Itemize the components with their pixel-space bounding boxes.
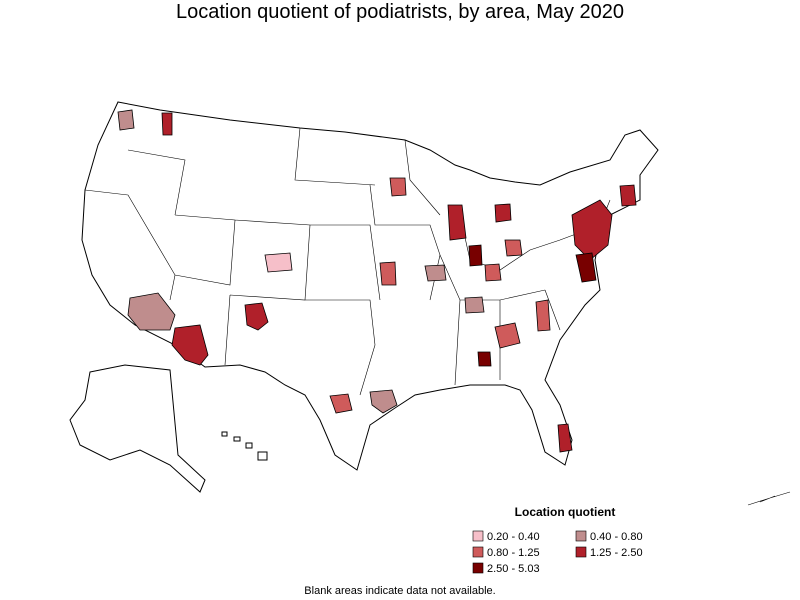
metro-area: [425, 265, 446, 281]
legend-label: 0.20 - 0.40: [487, 531, 540, 543]
alaska: [70, 365, 205, 492]
metro-area: [536, 300, 550, 331]
metro-area: [620, 185, 636, 206]
territory: [748, 492, 790, 505]
legend-label: 0.40 - 0.80: [590, 531, 643, 543]
legend-label: 0.80 - 1.25: [487, 547, 540, 559]
metro-area: [478, 352, 491, 366]
metro-area: [469, 245, 482, 266]
metro-area: [465, 297, 484, 313]
metro-area: [118, 110, 134, 130]
legend: 0.20 - 0.40 0.40 - 0.80 0.80 - 1.25 1.25 - …: [473, 531, 643, 575]
metro-area: [485, 264, 501, 281]
legend-swatch: [576, 547, 586, 557]
metro-area: [265, 253, 292, 272]
base-map: [70, 102, 790, 505]
legend-swatch: [473, 547, 483, 557]
metro-area: [495, 204, 511, 222]
legend-label: 1.25 - 2.50: [590, 547, 643, 559]
legend-label: 2.50 - 5.03: [487, 563, 540, 575]
hawaii: [222, 432, 267, 460]
legend-title: Location quotient: [515, 505, 616, 519]
footnote: Blank areas indicate data not available.: [304, 585, 495, 597]
legend-swatch: [576, 531, 586, 541]
metro-area: [495, 323, 520, 348]
metro-area: [558, 424, 572, 452]
metro-area: [505, 240, 522, 256]
legend-swatch: [473, 563, 483, 573]
legend-swatch: [473, 531, 483, 541]
metro-area: [380, 262, 396, 285]
map-title: Location quotient of podiatrists, by are…: [176, 1, 624, 23]
map-figure: Location quotient of podiatrists, by are…: [0, 0, 800, 600]
metro-area: [390, 178, 406, 196]
metro-area: [162, 113, 172, 135]
page: Location quotient of podiatrists, by are…: [0, 0, 800, 600]
